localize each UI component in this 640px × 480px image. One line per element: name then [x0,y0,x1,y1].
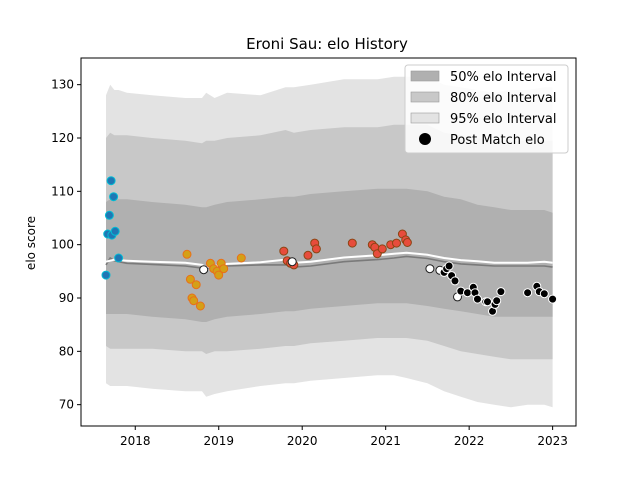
post-match-point [347,238,357,248]
post-match-point [492,296,502,306]
legend-swatch-95 [410,112,440,124]
legend-label: 50% elo Interval [450,70,557,85]
post-match-point [402,238,412,247]
y-tick-label: 80 [59,344,74,358]
post-match-point [392,238,401,248]
post-match-point [377,244,387,254]
post-match-point [101,270,111,280]
post-match-point [236,253,246,263]
post-match-point [189,296,199,306]
band-50 [106,188,553,322]
plot-area: 2018 2019 2020 2021 2022 2023 70 80 90 100 110 120 1… [51,57,577,448]
post-match-point [185,274,195,284]
post-match-point [214,270,224,280]
post-match-point [444,261,454,271]
y-tick-label: 100 [51,238,74,252]
post-match-point [311,244,321,254]
chart-title: Eroni Sau: elo History [246,35,408,53]
axes-frame [80,57,577,427]
post-match-point [523,288,533,298]
post-match-point [114,253,124,263]
expected-elo-line [105,251,553,269]
x-tick-label: 2019 [203,434,234,448]
post-match-point [473,294,482,304]
post-match-point [287,257,297,267]
post-match-point [104,210,114,220]
post-match-point [219,264,229,274]
post-match-point [199,265,209,275]
post-match-point [303,250,313,260]
y-tick-label: 70 [59,398,74,412]
legend-swatch-80 [410,91,440,103]
mean-elo-line [105,255,553,269]
y-axis-label: elo score [24,216,38,270]
y-tick-label: 120 [51,131,74,145]
x-tick-label: 2021 [370,434,401,448]
post-match-point [425,264,435,274]
x-tick-label: 2023 [537,434,568,448]
post-match-point [450,276,460,286]
post-match-point [548,294,558,304]
x-tick-label: 2022 [454,434,485,448]
legend-box [404,64,569,154]
post-match-point [483,297,492,307]
post-match-point [106,176,116,186]
x-tick-label: 2020 [287,434,318,448]
legend-label: 95% elo Interval [450,112,557,127]
legend: 50% elo Interval 80% elo Interval 95% elo … [404,64,569,154]
y-tick-label: 90 [59,291,74,305]
y-tick-label: 110 [51,184,74,198]
post-match-point [182,249,192,259]
legend-swatch-50 [410,70,440,82]
legend-label: 80% elo Interval [450,91,557,106]
legend-label: Post Match elo [450,133,545,148]
y-tick-label: 130 [51,78,74,92]
post-match-point [109,192,119,202]
post-match-point [195,301,205,311]
post-match-point [191,280,201,290]
post-match-point [110,226,120,236]
post-match-point [539,289,549,299]
post-match-point [496,287,506,297]
x-tick-label: 2018 [120,434,151,448]
legend-marker-post-match [419,133,431,145]
post-match-point [279,246,289,256]
